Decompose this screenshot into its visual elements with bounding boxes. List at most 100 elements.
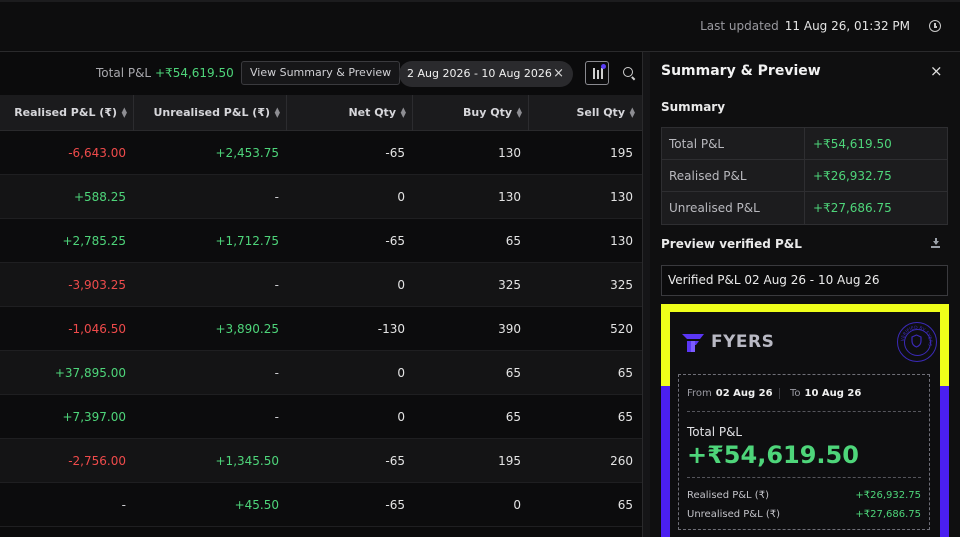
cell-realised: -2,756.00 [68,454,126,468]
table-header: Realised P&L (₹) ▲ ▼ Unrealised P&L (₹) ▲ ▼ … [0,95,642,131]
dashed-divider [687,477,921,478]
filter-button[interactable] [585,61,609,85]
cell-net: -65 [385,146,405,160]
cell-unrealised: +45.50 [234,498,279,512]
sort-icon[interactable]: ▲ ▼ [400,106,406,119]
col-net-qty[interactable]: Net Qty ▲ ▼ [287,95,413,131]
summary-label: Unrealised P&L [662,192,805,224]
filter-active-dot [601,64,606,69]
table-row[interactable]: -2,756.00 +1,345.50 -65 195 260 [0,439,642,483]
table-row[interactable]: - +45.50 -65 0 65 [0,483,642,527]
table-row[interactable]: +588.25 - 0 130 130 [0,175,642,219]
top-bar: Last updated 11 Aug 26, 01:32 PM [0,0,960,52]
cell-sell: 65 [617,498,633,512]
cell-net: 0 [397,410,405,424]
sort-icon[interactable]: ▲ ▼ [274,106,280,119]
cell-sell: 65 [617,410,633,424]
view-summary-button[interactable]: View Summary & Preview [241,61,401,85]
download-icon[interactable] [931,238,940,248]
sort-icon[interactable]: ▲ ▼ [629,106,635,119]
preview-select[interactable]: Verified P&L 02 Aug 26 - 10 Aug 26 [661,265,948,296]
summary-table: Total P&L +₹54,619.50 Realised P&L +₹26,… [661,127,948,225]
card-unrealised-value: +₹27,686.75 [855,509,921,520]
cell-buy: 65 [505,410,521,424]
summary-label: Total P&L [662,128,805,160]
close-icon[interactable]: × [930,62,943,80]
last-updated: Last updated 11 Aug 26, 01:32 PM [700,19,910,33]
cell-sell: 260 [610,454,633,468]
card-purple-border-right [940,386,949,537]
cell-net: 0 [397,366,405,380]
panel-divider[interactable] [642,52,650,537]
cell-sell: 325 [610,278,633,292]
col-sell-qty[interactable]: Sell Qty ▲ ▼ [576,106,635,119]
table-row[interactable]: -6,643.00 +2,453.75 -65 130 195 [0,131,642,175]
card-details: From 02 Aug 26 To 10 Aug 26 Total P&L +₹54… [678,374,930,530]
cell-realised: -3,903.25 [68,278,126,292]
cell-net: -65 [385,498,405,512]
cell-unrealised: - [274,278,279,292]
sort-icon[interactable]: ▲ ▼ [121,106,127,119]
table-row[interactable]: -1,046.50 +3,890.25 -130 390 520 [0,307,642,351]
cell-realised: +7,397.00 [62,410,127,424]
clear-date-icon[interactable]: × [553,66,564,81]
last-updated-label: Last updated [700,19,779,33]
table-row[interactable]: -3,903.25 - 0 325 325 [0,263,642,307]
table-body: -6,643.00 +2,453.75 -65 130 195 +588.25-0 130 1… [0,131,642,527]
cell-realised: -1,046.50 [68,322,126,336]
cell-realised: +2,785.25 [62,234,127,248]
date-range-chip[interactable]: 2 Aug 2026 - 10 Aug 2026 × [399,61,573,87]
cell-unrealised: - [274,190,279,204]
summary-row: Total P&L +₹54,619.50 [662,128,947,160]
card-purple-border-left [661,386,670,537]
summary-value: +₹54,619.50 [813,137,892,151]
clock-icon[interactable] [929,20,941,32]
card-realised-value: +₹26,932.75 [855,490,921,501]
col-buy-qty[interactable]: Buy Qty ▲ ▼ [413,95,529,131]
dashed-divider [687,411,921,412]
summary-row: Realised P&L +₹26,932.75 [662,160,947,192]
total-pl-value: +₹54,619.50 [155,66,234,80]
summary-panel: Summary & Preview × Summary Total P&L +₹… [650,52,960,537]
cell-net: 0 [397,190,405,204]
search-icon[interactable] [623,67,633,77]
filter-icon [593,68,595,79]
cell-buy: 195 [498,454,521,468]
cell-sell: 520 [610,322,633,336]
cell-realised: - [121,498,126,512]
table-row[interactable]: +2,785.25 +1,712.75 -65 65 130 [0,219,642,263]
cell-realised: +37,895.00 [54,366,126,380]
summary-title: Summary [661,100,726,114]
summary-value: +₹26,932.75 [813,169,892,183]
cell-unrealised: - [274,410,279,424]
card-from: From 02 Aug 26 [687,388,773,399]
card-realised-label: Realised P&L (₹) [687,490,769,501]
cell-sell: 195 [610,146,633,160]
date-range-text: 2 Aug 2026 - 10 Aug 2026 [407,67,552,80]
seal-text: VERIFIED BY FYERS [900,325,933,347]
cell-unrealised: +1,345.50 [215,454,280,468]
cell-buy: 65 [505,366,521,380]
summary-label: Realised P&L [662,160,805,192]
table-row[interactable]: +37,895.00 - 0 65 65 [0,351,642,395]
cell-net: -130 [377,322,405,336]
total-pl-label: Total P&L [96,66,152,80]
table-row[interactable]: +7,397.00 - 0 65 65 [0,395,642,439]
panel-title: Summary & Preview [661,63,821,79]
cell-net: -65 [385,454,405,468]
col-unrealised[interactable]: Unrealised P&L (₹) ▲ ▼ [134,95,287,131]
cell-unrealised: +1,712.75 [215,234,280,248]
top-edge [0,0,960,2]
card-total-label: Total P&L [687,425,743,439]
cell-unrealised: +2,453.75 [215,146,280,160]
sort-icon[interactable]: ▲ ▼ [516,106,522,119]
card-body: FYERS VERIFIED BY FYERS From 02 Aug 26 To… [670,312,940,537]
cell-unrealised: - [274,366,279,380]
card-to: To 10 Aug 26 [779,388,861,399]
cell-net: -65 [385,234,405,248]
col-realised[interactable]: Realised P&L (₹) ▲ ▼ [0,95,134,131]
last-updated-value: 11 Aug 26, 01:32 PM [784,19,910,33]
cell-buy: 130 [498,146,521,160]
cell-buy: 65 [505,234,521,248]
verified-pnl-card: FYERS VERIFIED BY FYERS From 02 Aug 26 To… [661,304,949,537]
